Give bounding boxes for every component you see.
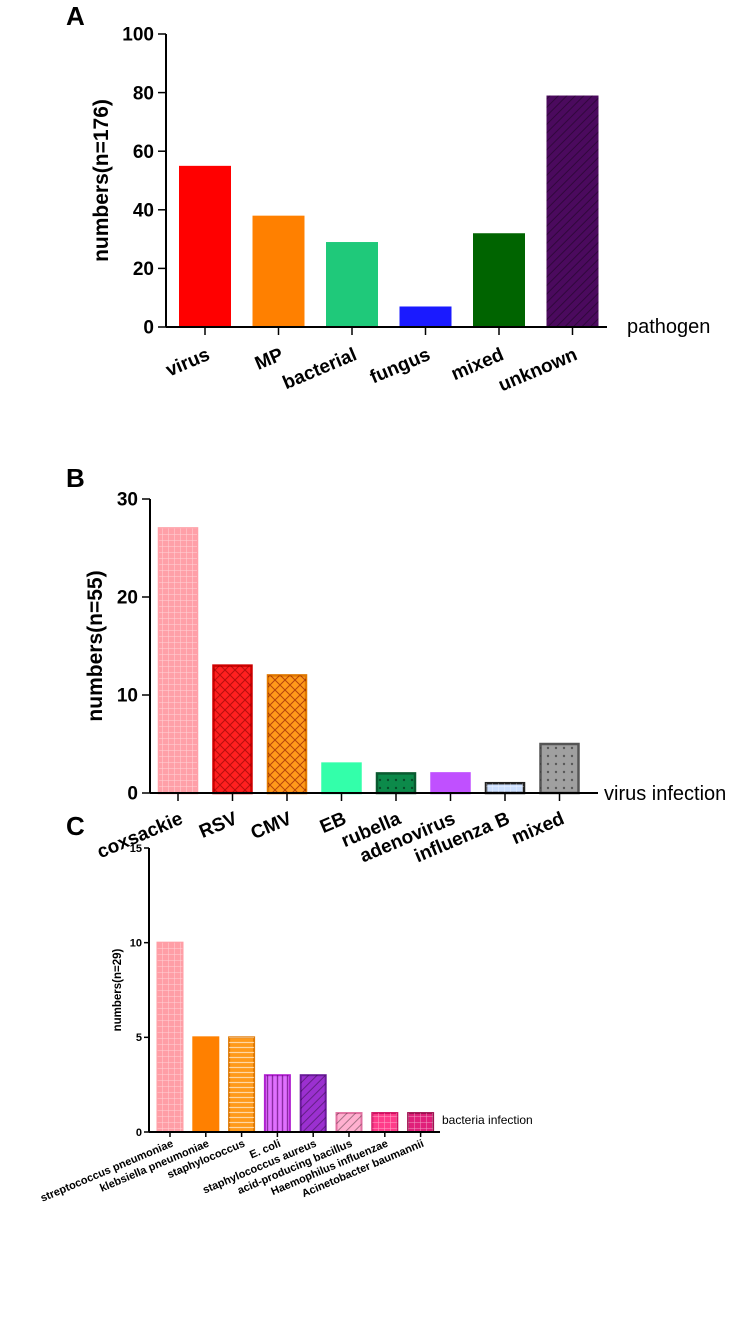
y-axis-label: numbers(n=55) xyxy=(84,570,107,721)
bar-pattern xyxy=(540,744,579,793)
bar-pattern xyxy=(300,1075,326,1132)
bar-pattern xyxy=(372,1113,398,1132)
y-tick-label: 20 xyxy=(117,588,138,609)
y-tick-label: 0 xyxy=(143,318,154,339)
bar-fungus xyxy=(399,306,452,327)
x-tick-label: CMV xyxy=(248,808,295,844)
y-tick-label: 10 xyxy=(130,938,142,950)
panel-letter: A xyxy=(66,1,85,31)
y-tick-label: 60 xyxy=(133,142,154,163)
y-axis-label: numbers(n=29) xyxy=(112,948,124,1031)
panel-letter: C xyxy=(66,811,85,841)
bar-pattern xyxy=(336,1113,362,1132)
y-tick-label: 5 xyxy=(136,1032,142,1044)
x-axis-label: bacteria infection xyxy=(442,1113,533,1127)
y-tick-label: 0 xyxy=(127,784,138,805)
bar-pattern xyxy=(486,783,524,793)
x-tick-label: unknown xyxy=(495,344,580,396)
x-axis-label: pathogen xyxy=(627,316,710,338)
bar-pattern xyxy=(377,773,415,793)
bar-adenovirus xyxy=(430,772,471,795)
y-tick-label: 100 xyxy=(122,25,154,46)
y-tick-label: 0 xyxy=(136,1127,142,1139)
y-tick-label: 40 xyxy=(133,200,154,221)
y-tick-label: 30 xyxy=(117,490,138,511)
bar-pattern xyxy=(546,95,599,327)
bar-pattern xyxy=(159,528,197,793)
bar-pattern xyxy=(157,942,183,1132)
bar-pattern xyxy=(408,1113,434,1132)
y-axis-label: numbers(n=176) xyxy=(90,99,113,262)
bar-pattern xyxy=(268,675,306,793)
bar-mixed xyxy=(473,233,525,327)
x-tick-label: MP xyxy=(252,344,287,375)
bar-virus xyxy=(179,165,231,327)
bar-pattern xyxy=(229,1037,255,1132)
x-tick-label: bacterial xyxy=(280,344,360,394)
x-tick-label: coxsackie xyxy=(94,808,186,863)
bar-pattern xyxy=(264,1075,290,1132)
x-tick-label: virus xyxy=(163,344,213,381)
bar-klebsiella-pneumoniae xyxy=(192,1036,220,1134)
x-tick-label: fungus xyxy=(367,344,433,388)
bar-bacterial xyxy=(326,242,378,327)
y-tick-label: 10 xyxy=(117,686,138,707)
panel-letter: B xyxy=(66,463,85,493)
y-tick-label: 80 xyxy=(133,83,154,104)
x-axis-label: virus infection xyxy=(604,783,726,805)
bar-eb xyxy=(321,762,362,795)
bar-mp xyxy=(252,215,305,327)
x-tick-label: RSV xyxy=(196,808,240,843)
x-tick-label: mixed xyxy=(509,808,568,849)
y-tick-label: 20 xyxy=(133,259,154,280)
y-tick-label: 15 xyxy=(130,843,142,855)
bar-pattern xyxy=(213,665,252,793)
